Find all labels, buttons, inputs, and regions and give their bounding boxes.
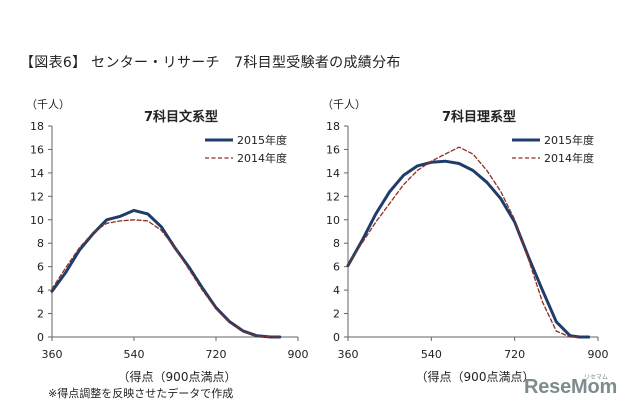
chart2-y-tick-label: 10 <box>326 214 340 227</box>
chart2-y-tick-label: 8 <box>333 237 340 250</box>
chart2-x-tick-label: 720 <box>504 348 525 361</box>
logo-subtext: リセマム <box>584 374 609 381</box>
chart2-x-tick-label: 900 <box>588 348 609 361</box>
chart1-y-tick-label: 16 <box>30 143 44 156</box>
footnote: ※得点調整を反映させたデータで作成 <box>48 387 234 400</box>
chart1-unit-label: （千人） <box>26 98 70 111</box>
chart2-unit-label: （千人） <box>322 98 366 111</box>
chart1-y-tick-label: 0 <box>37 331 44 344</box>
chart2-y-tick-label: 0 <box>333 331 340 344</box>
resemom-logo: リセマム ReseMom <box>524 372 624 406</box>
chart1-y-tick-label: 12 <box>30 190 44 203</box>
chart1-y-tick-label: 8 <box>37 237 44 250</box>
chart1-y-tick-label: 14 <box>30 167 44 180</box>
chart1-x-tick-label: 900 <box>288 348 309 361</box>
chart1-line-2014 <box>51 219 281 338</box>
chart2-title: 7科目理系型 <box>442 109 516 125</box>
chart1-y-tick-label: 18 <box>30 120 44 133</box>
chart1-x-tick-label: 540 <box>124 348 145 361</box>
chart2-line-2014 <box>347 146 581 338</box>
chart2-y-tick-label: 4 <box>333 284 340 297</box>
chart1-y-tick-label: 10 <box>30 214 44 227</box>
chart1-y-tick-label: 4 <box>37 284 44 297</box>
chart2-legend-label-2015: 2015年度 <box>544 133 594 147</box>
chart2-legend-label-2014: 2014年度 <box>544 151 594 165</box>
chart1-line-2015 <box>50 208 282 339</box>
chart2-y-tick-label: 6 <box>333 261 340 274</box>
chart1-x-tick-label: 720 <box>206 348 227 361</box>
chart2-line-2015 <box>346 159 591 339</box>
chart2-y-tick-label: 12 <box>326 190 340 203</box>
chart2-y-tick-label: 14 <box>326 167 340 180</box>
chart1-legend-label-2015: 2015年度 <box>237 133 287 147</box>
chart2-y-tick-label: 18 <box>326 120 340 133</box>
chart2-x-tick-label: 360 <box>338 348 359 361</box>
chart2-x-label: （得点（900点満点） <box>416 369 535 384</box>
chart1-y-tick-label: 6 <box>37 261 44 274</box>
chart1-x-label: （得点（900点満点） <box>118 369 237 384</box>
chart2-x-tick-label: 540 <box>421 348 442 361</box>
chart1-x-tick-label: 360 <box>42 348 63 361</box>
figure-title: 【図表6】 センター・リサーチ 7科目型受験者の成績分布 <box>20 55 401 71</box>
chart2-y-tick-label: 16 <box>326 143 340 156</box>
logo-text: ReseMom <box>524 376 618 398</box>
chart1-legend-label-2014: 2014年度 <box>237 151 287 165</box>
chart1-y-tick-label: 2 <box>37 308 44 321</box>
chart1-title: 7科目文系型 <box>144 109 218 125</box>
chart2-y-tick-label: 2 <box>333 308 340 321</box>
